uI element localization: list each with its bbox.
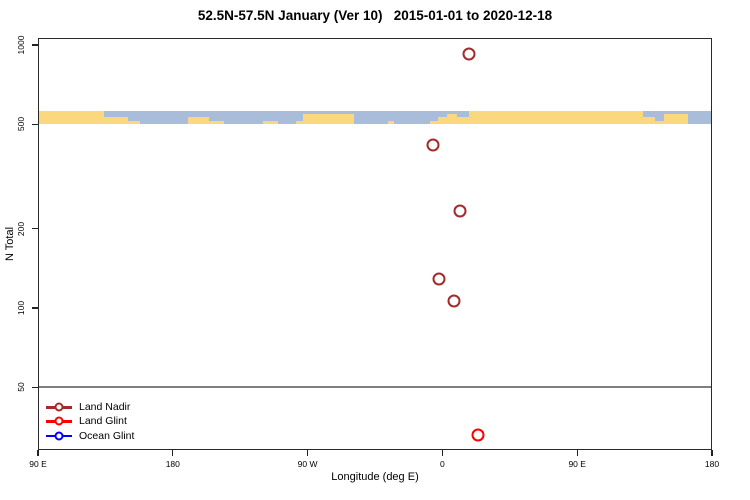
y-tick-mark bbox=[32, 123, 38, 125]
map-land-segment bbox=[446, 114, 458, 125]
data-point-land-nadir bbox=[432, 272, 446, 286]
legend-circle-icon bbox=[54, 431, 64, 441]
map-land-segment bbox=[664, 114, 689, 125]
y-tick-mark bbox=[32, 228, 38, 230]
legend-item: Land Nadir bbox=[46, 400, 134, 414]
legend-item: Ocean Glint bbox=[46, 429, 134, 443]
x-tick-label: 90 E bbox=[568, 459, 586, 469]
x-tick-label: 180 bbox=[704, 459, 720, 469]
map-land-segment bbox=[457, 117, 470, 125]
y-tick-label: 100 bbox=[16, 300, 26, 316]
map-land-segment bbox=[295, 120, 304, 125]
y-tick-mark bbox=[32, 307, 38, 309]
x-tick-label: 90 W bbox=[297, 459, 318, 469]
legend-marker bbox=[46, 430, 72, 442]
legend: Land Nadir Land Glint Ocean Glint bbox=[46, 400, 134, 443]
x-tick-label: 180 bbox=[165, 459, 180, 469]
reference-line-n50 bbox=[38, 386, 712, 388]
world-map-band bbox=[38, 111, 712, 125]
x-tick-mark bbox=[37, 450, 39, 456]
map-land-segment bbox=[430, 120, 438, 125]
x-tick-label: 90 E bbox=[29, 459, 47, 469]
y-tick-label: 50 bbox=[16, 382, 26, 392]
x-axis-title: Longitude (deg E) bbox=[331, 471, 419, 483]
x-tick-mark bbox=[711, 450, 713, 456]
map-land-segment bbox=[38, 111, 104, 125]
map-land-segment bbox=[187, 117, 209, 125]
legend-label: Land Nadir bbox=[79, 401, 131, 414]
y-tick-mark bbox=[32, 386, 38, 388]
map-land-segment bbox=[643, 117, 656, 125]
data-point-land-nadir bbox=[453, 204, 467, 218]
legend-circle-icon bbox=[54, 416, 64, 426]
map-land-segment bbox=[208, 120, 224, 125]
legend-circle-icon bbox=[54, 402, 64, 412]
x-tick-label: 0 bbox=[440, 459, 445, 469]
y-axis-title: N Total bbox=[4, 226, 16, 262]
x-tick-mark bbox=[172, 450, 174, 456]
y-tick-label: 500 bbox=[16, 117, 26, 132]
map-land-segment bbox=[103, 117, 128, 125]
x-tick-mark bbox=[441, 450, 443, 456]
map-land-segment bbox=[388, 120, 395, 125]
map-land-segment bbox=[437, 117, 447, 125]
legend-marker bbox=[46, 415, 72, 427]
map-land-segment bbox=[655, 120, 665, 125]
plot-area: Land Nadir Land Glint Ocean Glint bbox=[38, 38, 712, 450]
legend-marker bbox=[46, 401, 72, 413]
legend-item: Land Glint bbox=[46, 414, 134, 428]
x-tick-mark bbox=[576, 450, 578, 456]
data-point-land-glint bbox=[471, 428, 485, 442]
data-point-land-nadir bbox=[447, 294, 461, 308]
legend-label: Ocean Glint bbox=[79, 429, 135, 442]
y-tick-mark bbox=[32, 44, 38, 46]
chart-title: 52.5N-57.5N January (Ver 10) 2015-01-01 … bbox=[197, 8, 553, 23]
data-point-land-nadir bbox=[462, 47, 476, 61]
legend-label: Land Glint bbox=[79, 415, 127, 428]
y-tick-label: 1000 bbox=[16, 35, 26, 55]
y-tick-label: 200 bbox=[16, 221, 26, 236]
data-point-land-nadir bbox=[426, 138, 440, 152]
map-land-segment bbox=[262, 120, 278, 125]
map-land-segment bbox=[127, 120, 140, 125]
map-land-segment bbox=[469, 111, 644, 125]
map-land-segment bbox=[303, 114, 355, 125]
x-tick-mark bbox=[307, 450, 309, 456]
